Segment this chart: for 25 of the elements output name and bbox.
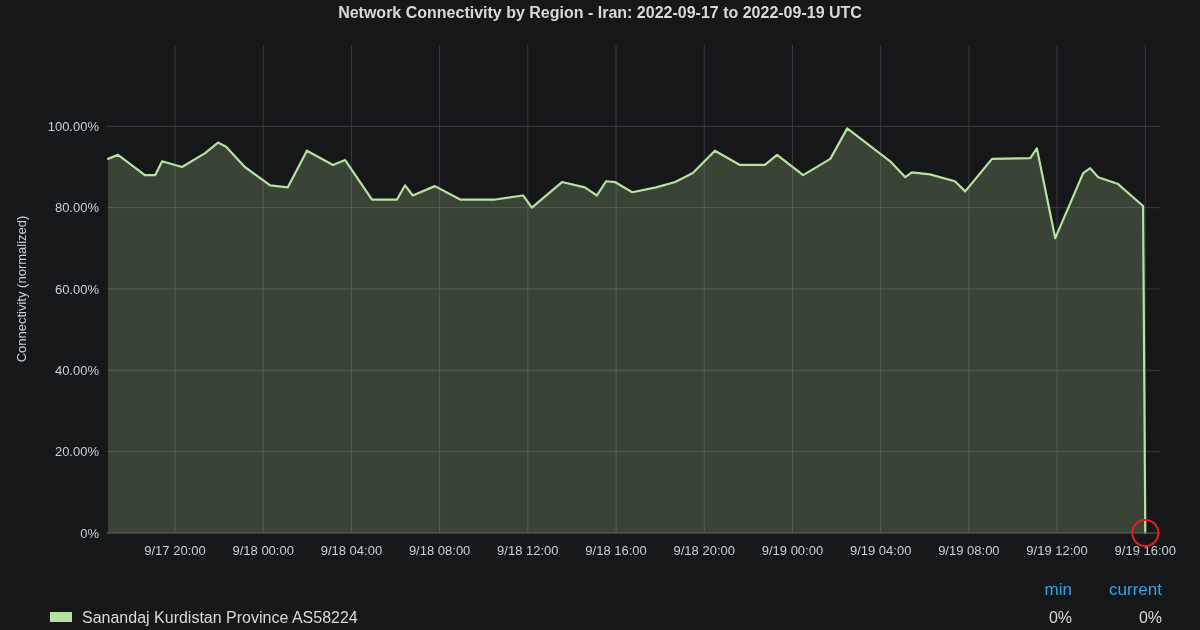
x-tick-label: 9/19 16:00 [1114, 543, 1177, 558]
y-tick-label: 40.00% [54, 362, 100, 378]
x-tick-label: 9/17 20:00 [144, 543, 206, 558]
text: 0% [1138, 609, 1162, 626]
y-tick-label: 80.00% [54, 200, 100, 216]
x-tick-label: 9/19 00:00 [761, 543, 824, 558]
x-tick-label: 9/19 04:00 [849, 543, 912, 558]
x-tick-label: 9/19 12:00 [1026, 543, 1088, 558]
y-tick-label: 60.00% [54, 281, 100, 297]
x-tick-label: 9/18 16:00 [585, 543, 647, 558]
x-tick-label: 9/18 12:00 [497, 543, 559, 558]
x-tick-label: 9/18 20:00 [673, 543, 735, 558]
y-axis-title: Connectivity (normalized) [14, 215, 29, 363]
text: 0% [1048, 609, 1072, 626]
x-tick-label: 9/18 00:00 [232, 543, 294, 558]
legend-label: Sanandaj Kurdistan Province AS58224 [82, 609, 358, 626]
y-tick-label: 100.00% [47, 118, 100, 134]
x-tick-label: 9/18 08:00 [408, 543, 471, 558]
text: current [1109, 580, 1163, 599]
y-tick-label: 0% [80, 525, 100, 541]
chart-title: Network Connectivity by Region - Iran: 2022-09-17 to 2022-09-19 UTC [338, 4, 863, 21]
x-tick-label: 9/19 08:00 [938, 543, 1000, 558]
y-tick-label: 20.00% [54, 444, 100, 460]
text: min [1044, 580, 1072, 599]
x-tick-label: 9/18 04:00 [320, 543, 383, 558]
